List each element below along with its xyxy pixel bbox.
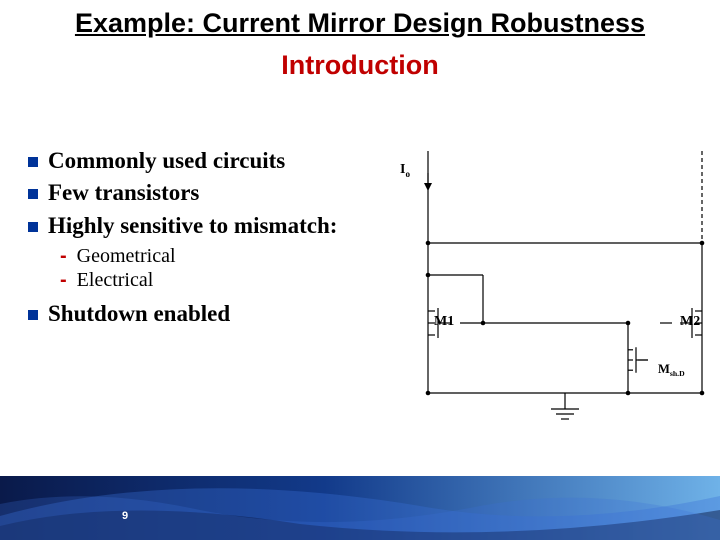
slide: Example: Current Mirror Design Robustnes… bbox=[0, 0, 720, 540]
bullet-list: Commonly used circuits Few transistors H… bbox=[28, 148, 358, 334]
page-number: 9 bbox=[122, 510, 128, 522]
bullet-square-icon bbox=[28, 310, 38, 320]
list-item: Commonly used circuits bbox=[28, 148, 358, 174]
section-subtitle: Introduction bbox=[0, 50, 720, 81]
list-item: Shutdown enabled bbox=[28, 301, 358, 327]
sublist-item-label: Electrical bbox=[77, 269, 154, 291]
footer-band: 9 bbox=[0, 476, 720, 540]
page-title: Example: Current Mirror Design Robustnes… bbox=[0, 8, 720, 39]
svg-text:Io: Io bbox=[400, 162, 410, 179]
list-item: Highly sensitive to mismatch: bbox=[28, 213, 358, 239]
bullet-dash-icon: - bbox=[60, 245, 67, 267]
bullet-dash-icon: - bbox=[60, 269, 67, 291]
footer-graphic bbox=[0, 476, 720, 540]
list-item: Few transistors bbox=[28, 180, 358, 206]
sublist-item-label: Geometrical bbox=[77, 245, 176, 267]
sublist-item: - Geometrical bbox=[60, 245, 358, 267]
list-item-label: Shutdown enabled bbox=[48, 301, 230, 327]
list-item-label: Highly sensitive to mismatch: bbox=[48, 213, 337, 239]
list-item-label: Commonly used circuits bbox=[48, 148, 285, 174]
bullet-square-icon bbox=[28, 189, 38, 199]
svg-text:Msh.D: Msh.D bbox=[658, 362, 685, 378]
circuit-diagram: Io M1 M2 Msh.D bbox=[380, 145, 710, 425]
bullet-square-icon bbox=[28, 222, 38, 232]
svg-text:M1: M1 bbox=[434, 314, 454, 329]
sublist-item: - Electrical bbox=[60, 269, 358, 291]
list-item-label: Few transistors bbox=[48, 180, 199, 206]
svg-text:M2: M2 bbox=[680, 314, 700, 329]
bullet-square-icon bbox=[28, 157, 38, 167]
